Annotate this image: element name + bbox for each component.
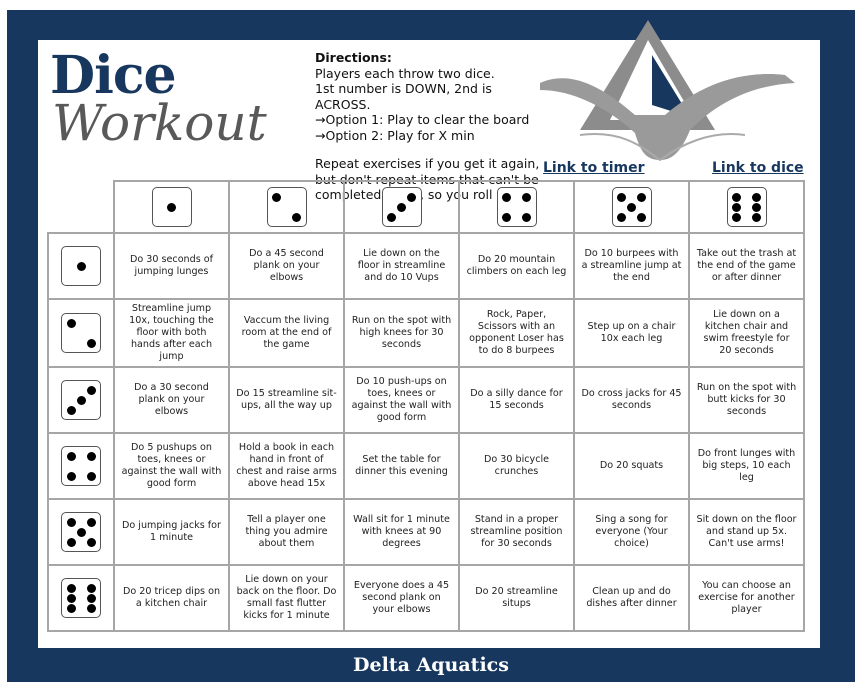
row-header (47, 432, 115, 500)
exercise-cell: Do a 30 second plank on your elbows (113, 366, 230, 434)
title-dice: Dice (50, 45, 177, 106)
die-face-4-icon (61, 446, 101, 486)
direction-line: Players each throw two dice. (315, 65, 495, 81)
exercise-cell: Do 20 squats (573, 432, 690, 500)
row-header (47, 366, 115, 434)
exercise-cell: Streamline jump 10x, touching the floor … (113, 298, 230, 368)
grid-row: Do 20 tricep dips on a kitchen chair Lie … (47, 564, 805, 632)
exercise-cell: Rock, Paper, Scissors with an opponent L… (458, 298, 575, 368)
exercise-cell: Lie down on the floor in streamline and … (343, 232, 460, 300)
exercise-cell: Do cross jacks for 45 seconds (573, 366, 690, 434)
exercise-cell: Do 20 streamline situps (458, 564, 575, 632)
grid-row: Do a 30 second plank on your elbows Do 15… (47, 366, 805, 434)
exercise-cell: Set the table for dinner this evening (343, 432, 460, 500)
dice-workout-grid: Do 30 seconds of jumping lunges Do a 45 s… (47, 180, 805, 632)
grid-row: Do jumping jacks for 1 minute Tell a play… (47, 498, 805, 566)
exercise-cell: Do 30 seconds of jumping lunges (113, 232, 230, 300)
row-header (47, 498, 115, 566)
exercise-cell: Wall sit for 1 minute with knees at 90 d… (343, 498, 460, 566)
row-header (47, 298, 115, 368)
header-row (48, 180, 805, 234)
column-header (343, 180, 460, 234)
exercise-cell: Step up on a chair 10x each leg (573, 298, 690, 368)
row-header (47, 232, 115, 300)
exercise-cell: Lie down on a kitchen chair and swim fre… (688, 298, 805, 368)
exercise-cell: Run on the spot with butt kicks for 30 s… (688, 366, 805, 434)
delta-swimmer-logo (540, 20, 795, 162)
exercise-cell: Hold a book in each hand in front of che… (228, 432, 345, 500)
die-face-5-icon (61, 512, 101, 552)
exercise-cell: Stand in a proper streamline position fo… (458, 498, 575, 566)
die-face-6-icon (726, 187, 767, 227)
exercise-cell: Do a 45 second plank on your elbows (228, 232, 345, 300)
exercise-cell: Do 20 tricep dips on a kitchen chair (113, 564, 230, 632)
exercise-cell: Sing a song for everyone (Your choice) (573, 498, 690, 566)
link-to-timer[interactable]: Link to timer (543, 160, 645, 176)
exercise-cell: Take out the trash at the end of the gam… (688, 232, 805, 300)
die-face-6-icon (61, 578, 101, 618)
exercise-cell: Do 20 mountain climbers on each leg (458, 232, 575, 300)
die-face-1-icon (151, 187, 192, 227)
die-face-1-icon (61, 246, 101, 286)
direction-line: →Option 1: Play to clear the board (315, 112, 530, 127)
exercise-cell: Do 10 burpees with a streamline jump at … (573, 232, 690, 300)
die-face-3-icon (381, 187, 422, 227)
column-header (458, 180, 575, 234)
exercise-cell: Do 30 bicycle crunches (458, 432, 575, 500)
die-face-2-icon (266, 187, 307, 227)
grid-row: Streamline jump 10x, touching the floor … (47, 298, 805, 368)
direction-line: 1st number is DOWN, 2nd is ACROSS. (315, 81, 492, 112)
direction-line: →Option 2: Play for X min (315, 127, 475, 143)
die-face-3-icon (61, 380, 101, 420)
column-header (228, 180, 345, 234)
row-header (47, 564, 115, 632)
title-workout: Workout (52, 94, 267, 152)
exercise-cell: Do jumping jacks for 1 minute (113, 498, 230, 566)
footer-brand: Delta Aquatics (353, 654, 509, 676)
link-to-dice[interactable]: Link to dice (712, 160, 804, 176)
grid-row: Do 30 seconds of jumping lunges Do a 45 s… (47, 232, 805, 300)
exercise-cell: Sit down on the floor and stand up 5x. C… (688, 498, 805, 566)
exercise-cell: Vaccum the living room at the end of the… (228, 298, 345, 368)
exercise-cell: Do front lunges with big steps, 10 each … (688, 432, 805, 500)
exercise-cell: Tell a player one thing you admire about… (228, 498, 345, 566)
column-header (688, 180, 805, 234)
directions-heading: Directions: (315, 50, 392, 65)
exercise-cell: Do 5 pushups on toes, knees or against t… (113, 432, 230, 500)
exercise-cell: Lie down on your back on the floor. Do s… (228, 564, 345, 632)
exercise-cell: Clean up and do dishes after dinner (573, 564, 690, 632)
grid-row: Do 5 pushups on toes, knees or against t… (47, 432, 805, 500)
exercise-cell: Do 15 streamline sit-ups, all the way up (228, 366, 345, 434)
die-face-2-icon (61, 313, 101, 353)
exercise-cell: Do a silly dance for 15 seconds (458, 366, 575, 434)
corner-cell (48, 181, 115, 234)
exercise-cell: Everyone does a 45 second plank on your … (343, 564, 460, 632)
die-face-4-icon (496, 187, 537, 227)
column-header (573, 180, 690, 234)
exercise-cell: Do 10 push-ups on toes, knees or against… (343, 366, 460, 434)
column-header (113, 180, 230, 234)
exercise-cell: Run on the spot with high knees for 30 s… (343, 298, 460, 368)
die-face-5-icon (611, 187, 652, 227)
exercise-cell: You can choose an exercise for another p… (688, 564, 805, 632)
